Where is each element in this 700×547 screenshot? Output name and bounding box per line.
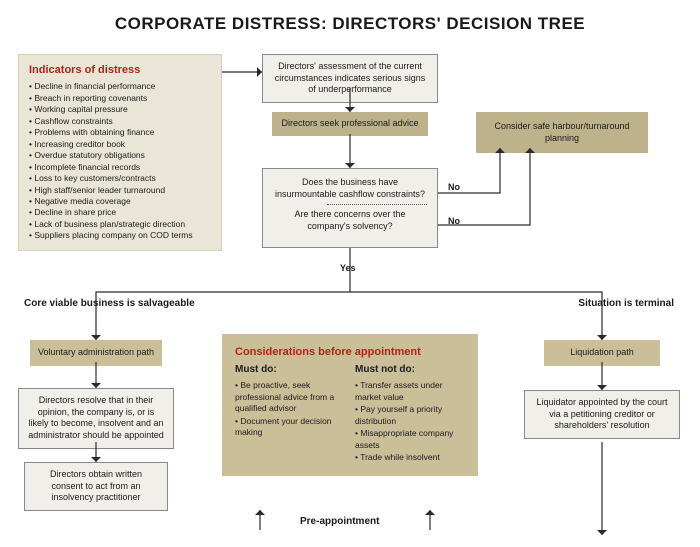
question-divider: [327, 204, 427, 205]
title: CORPORATE DISTRESS: DIRECTORS' DECISION …: [0, 0, 700, 42]
terminal-label: Situation is terminal: [578, 298, 674, 309]
must-do-list: Be proactive, seek professional advice f…: [235, 380, 345, 438]
list-item: Incomplete financial records: [29, 162, 211, 173]
assessment-box: Directors' assessment of the current cir…: [262, 54, 438, 103]
directors-resolve-box: Directors resolve that in their opinion,…: [18, 388, 174, 449]
indicators-heading: Indicators of distress: [29, 63, 211, 77]
list-item: High staff/senior leader turnaround: [29, 185, 211, 196]
list-item: Be proactive, seek professional advice f…: [235, 380, 345, 414]
indicators-box: Indicators of distress Decline in financ…: [18, 54, 222, 251]
list-item: Loss to key customers/contracts: [29, 173, 211, 184]
liquidation-path-box: Liquidation path: [544, 340, 660, 366]
list-item: Problems with obtaining finance: [29, 127, 211, 138]
must-do-col: Must do: Be proactive, seek professional…: [235, 363, 345, 464]
list-item: Transfer assets under market value: [355, 380, 465, 403]
salvageable-label: Core viable business is salvageable: [24, 298, 195, 309]
list-item: Suppliers placing company on COD terms: [29, 230, 211, 241]
list-item: Negative media coverage: [29, 196, 211, 207]
list-item: Trade while insolvent: [355, 452, 465, 463]
questions-box: Does the business have insurmountable ca…: [262, 168, 438, 248]
must-not-heading: Must not do:: [355, 363, 465, 376]
safe-harbour-box: Consider safe harbour/turnaround plannin…: [476, 112, 648, 153]
question-2: Are there concerns over the company's so…: [273, 209, 427, 232]
yes-label: Yes: [340, 263, 356, 273]
no-label-2: No: [448, 216, 460, 226]
indicators-list: Decline in financial performanceBreach i…: [29, 81, 211, 242]
must-do-heading: Must do:: [235, 363, 345, 376]
must-not-col: Must not do: Transfer assets under marke…: [355, 363, 465, 464]
list-item: Lack of business plan/strategic directio…: [29, 219, 211, 230]
voluntary-path-box: Voluntary administration path: [30, 340, 162, 366]
list-item: Increasing creditor book: [29, 139, 211, 150]
considerations-heading: Considerations before appointment: [235, 345, 465, 359]
question-1: Does the business have insurmountable ca…: [273, 177, 427, 200]
list-item: Pay yourself a priority distribution: [355, 404, 465, 427]
list-item: Document your decision making: [235, 416, 345, 439]
liquidator-appointed-box: Liquidator appointed by the court via a …: [524, 390, 680, 439]
list-item: Cashflow constraints: [29, 116, 211, 127]
list-item: Decline in financial performance: [29, 81, 211, 92]
list-item: Misappropriate company assets: [355, 428, 465, 451]
written-consent-box: Directors obtain written consent to act …: [24, 462, 168, 511]
considerations-box: Considerations before appointment Must d…: [222, 334, 478, 476]
list-item: Working capital pressure: [29, 104, 211, 115]
preappointment-label: Pre-appointment: [300, 516, 379, 527]
no-label-1: No: [448, 182, 460, 192]
list-item: Overdue statutory obligations: [29, 150, 211, 161]
must-not-list: Transfer assets under market valuePay yo…: [355, 380, 465, 463]
seek-advice-box: Directors seek professional advice: [272, 112, 428, 136]
list-item: Breach in reporting covenants: [29, 93, 211, 104]
list-item: Decline in share price: [29, 207, 211, 218]
